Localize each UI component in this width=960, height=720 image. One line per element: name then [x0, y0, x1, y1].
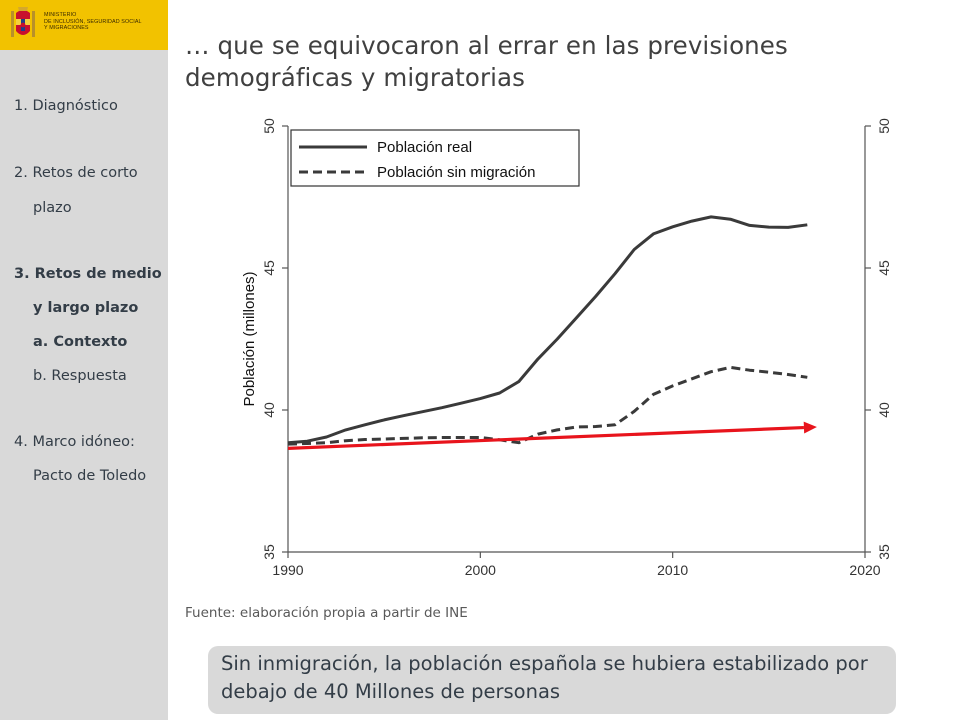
series-line-sin-migracion [287, 365, 808, 446]
population-chart: 35 35 40 40 45 45 50 50 1990 2000 2010 2020 Població… [218, 106, 916, 610]
coat-of-arms-icon [11, 7, 35, 37]
source-note: Fuente: elaboración propia a partir de I… [185, 605, 468, 621]
y-axis-label: Población (millones) [241, 271, 258, 406]
legend-label: Población real [377, 139, 472, 156]
conclusion-box: Sin inmigración, la población española s… [208, 646, 896, 714]
y-tick-label-left: 40 [261, 402, 277, 418]
y-tick-label-left: 35 [261, 544, 277, 560]
conclusion-text: Sin inmigración, la población española s… [221, 652, 868, 703]
x-tick-label: 2000 [465, 562, 496, 578]
legend-box [290, 129, 580, 187]
sidebar: MINISTERIO DE INCLUSIÓN, SEGURIDAD SOCIA… [0, 0, 168, 720]
trend-arrow-line [287, 425, 804, 450]
x-tick-label: 1990 [272, 562, 303, 578]
sidebar-item-retos-medio[interactable]: 3. Retos de medio [14, 266, 162, 282]
y-tick-label-left: 45 [261, 260, 277, 276]
ministry-line: Y MIGRACIONES [44, 25, 89, 32]
y-tick-label-left: 50 [261, 118, 277, 134]
y-tick-label-right: 40 [876, 402, 892, 418]
sidebar-item-diagnostico[interactable]: 1. Diagnóstico [14, 98, 118, 114]
chart-canvas: 35 35 40 40 45 45 50 50 1990 2000 2010 2020 Població… [241, 118, 892, 578]
sidebar-item-contexto[interactable]: a. Contexto [33, 334, 128, 350]
sidebar-item-marco[interactable]: 4. Marco idóneo: [14, 434, 135, 450]
ministry-logo: MINISTERIO DE INCLUSIÓN, SEGURIDAD SOCIA… [0, 0, 168, 50]
sidebar-item-retos-medio-cont[interactable]: y largo plazo [33, 300, 139, 316]
y-tick-label-right: 45 [876, 260, 892, 276]
sidebar-item-retos-corto[interactable]: 2. Retos de corto [14, 165, 138, 181]
trend-arrow-head [803, 421, 817, 434]
y-tick-label-right: 50 [876, 118, 892, 134]
y-tick-label-right: 35 [876, 544, 892, 560]
ministry-name: MINISTERIO DE INCLUSIÓN, SEGURIDAD SOCIA… [44, 12, 166, 32]
legend-label: Población sin migración [377, 164, 535, 181]
ministry-line: DE INCLUSIÓN, SEGURIDAD SOCIAL [44, 18, 142, 25]
series-line-real [287, 215, 808, 445]
sidebar-item-retos-corto-cont[interactable]: plazo [33, 200, 72, 216]
page-title: … que se equivocaron al errar en las pre… [185, 31, 788, 92]
x-tick-label: 2010 [657, 562, 688, 578]
x-tick-label: 2020 [849, 562, 880, 578]
ministry-line: MINISTERIO [44, 12, 77, 18]
sidebar-item-marco-cont[interactable]: Pacto de Toledo [33, 468, 147, 484]
sidebar-item-respuesta[interactable]: b. Respuesta [33, 368, 127, 384]
